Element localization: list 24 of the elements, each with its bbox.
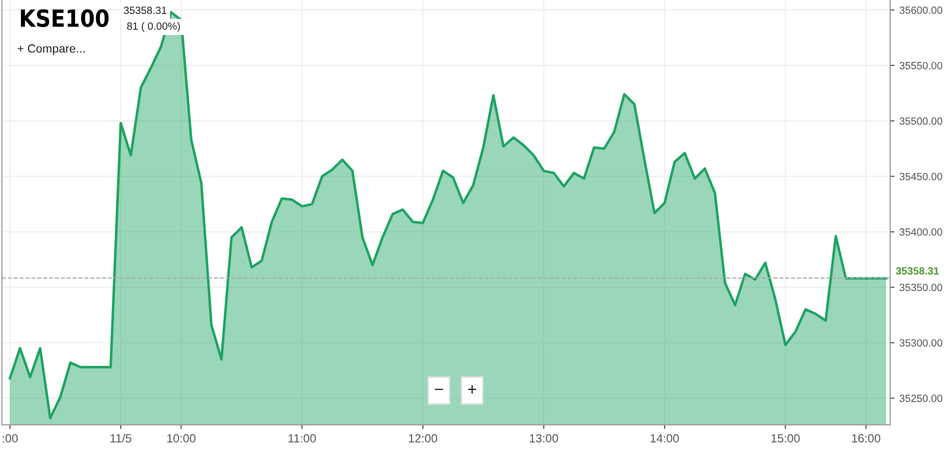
- y-tick-label: 35450.00: [900, 172, 942, 180]
- annotation: +: [468, 385, 476, 394]
- x-tick-label: 15:00: [772, 434, 800, 442]
- annotation: + Compare...: [18, 44, 85, 55]
- y-tick-label: 35250.00: [900, 394, 942, 402]
- annotation: 35358.31: [124, 6, 166, 14]
- y-tick-label: 35500.00: [900, 117, 942, 125]
- y-tick-label: 35350.00: [900, 284, 942, 292]
- x-tick-label: :00: [2, 434, 18, 442]
- annotation: 81 ( 0.00%): [127, 22, 180, 32]
- y-tick-label: 35300.00: [900, 339, 942, 347]
- x-tick-label: 14:00: [650, 434, 679, 442]
- y-tick-label: 35600.00: [900, 6, 942, 14]
- x-tick-label: 16:00: [852, 434, 880, 442]
- annotation: −: [434, 388, 443, 390]
- x-tick-label: 11:00: [288, 434, 316, 442]
- chart-title: KSE100: [20, 9, 109, 28]
- x-tick-label: 12:00: [408, 434, 438, 442]
- y-tick-label: 35550.00: [900, 62, 942, 70]
- x-tick-label: 13:00: [530, 434, 558, 442]
- x-tick-label: 11/5: [110, 434, 132, 442]
- y-tick-label: 35400.00: [900, 228, 942, 236]
- ref-line-label: 35358.31: [896, 267, 939, 275]
- x-tick-label: 10:00: [167, 434, 196, 442]
